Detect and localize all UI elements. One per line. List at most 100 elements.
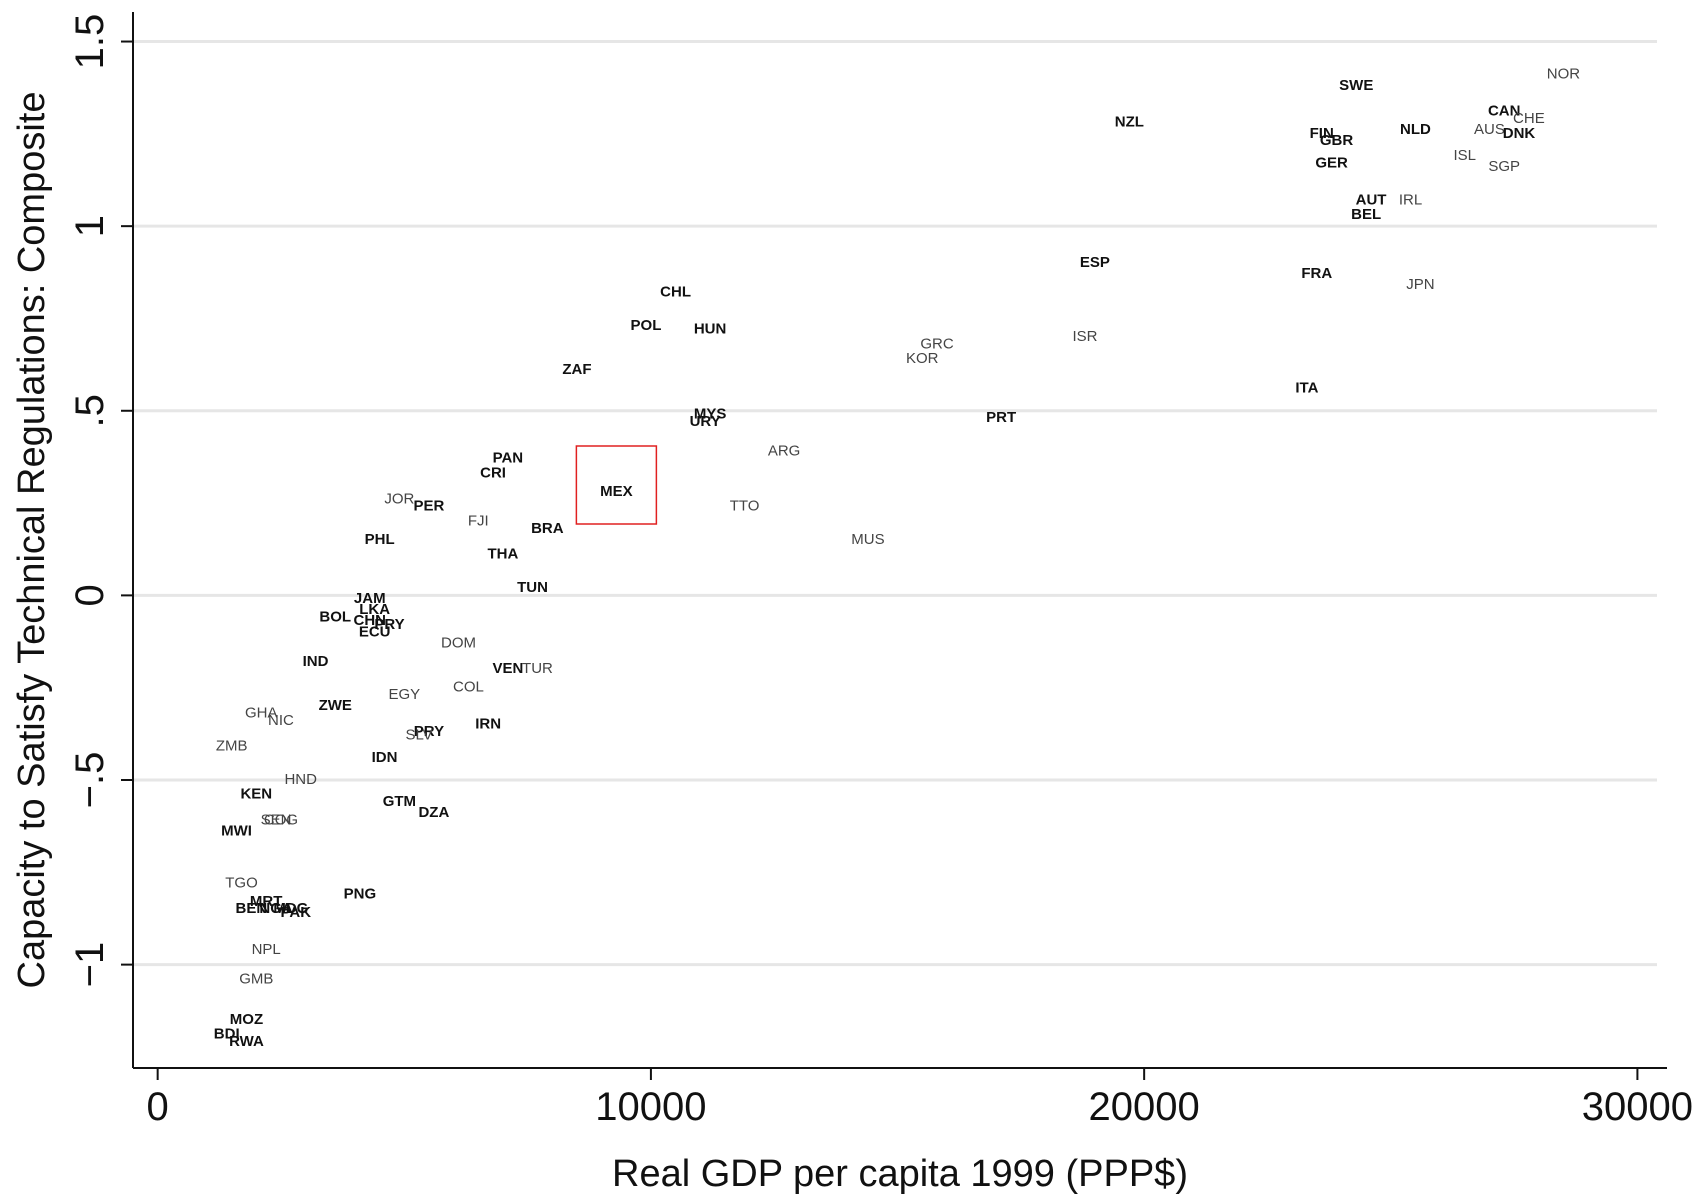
point-label-nld: NLD [1400,121,1431,138]
point-label-per: PER [414,498,445,515]
point-label-gtm: GTM [383,793,416,810]
point-label-ecu: ECU [359,623,391,640]
y-tick-label: −1 [68,942,112,988]
point-label-egy: EGY [388,686,420,703]
point-label-tha: THA [488,546,519,563]
point-label-ind: IND [303,653,329,670]
point-label-bra: BRA [531,520,564,537]
point-label-dom: DOM [441,634,476,651]
point-label-chl: CHL [660,284,691,301]
point-label-isr: ISR [1072,328,1097,345]
point-label-bdi: BDI [214,1026,240,1043]
point-label-tun: TUN [517,579,548,596]
point-label-gha: GHA [245,705,278,722]
point-label-kor: KOR [906,350,939,367]
point-label-zmb: ZMB [216,738,248,755]
point-label-mus: MUS [851,531,884,548]
point-label-pry: PRY [374,616,404,633]
point-label-idn: IDN [372,749,398,766]
point-label-hun: HUN [694,321,727,338]
point-label-swe: SWE [1339,77,1373,94]
point-label-jpn: JPN [1406,276,1434,293]
point-label-bol: BOL [319,609,351,626]
point-label-tto: TTO [730,498,760,515]
point-label-png: PNG [344,885,377,902]
point-label-pan: PAN [493,450,524,467]
point-label-mex: MEX [600,483,633,500]
point-label-phl: PHL [365,531,395,548]
point-label-fji: FJI [468,513,489,530]
x-axis-title: Real GDP per capita 1999 (PPP$) [612,1153,1188,1195]
point-label-col: COL [453,679,484,696]
point-label-pol: POL [631,317,662,334]
point-label-gmb: GMB [239,970,273,987]
point-label-ger: GER [1315,154,1348,171]
point-label-hnd: HND [284,771,317,788]
point-label-fra: FRA [1301,265,1332,282]
point-label-jam: JAM [354,590,386,607]
point-label-ben: BEN [236,900,268,917]
point-label-npl: NPL [252,941,281,958]
point-label-rwa: RWA [229,1033,264,1050]
point-label-mwi: MWI [221,823,252,840]
y-tick-label: .5 [68,394,112,427]
point-label-sen: SEN [261,812,292,829]
y-tick-label: 1 [68,215,112,237]
point-label-sgp: SGP [1488,158,1520,175]
point-label-ita: ITA [1295,380,1318,397]
point-label-chn: CHN [354,612,387,629]
point-label-irl: IRL [1399,191,1422,208]
point-label-slv: SLV [405,727,432,744]
point-label-cri: CRI [480,465,506,482]
point-label-nga: NGA [259,900,293,917]
point-label-arg: ARG [768,442,801,459]
point-label-mdg: MDG [273,900,308,917]
point-label-nor: NOR [1547,66,1581,83]
point-label-nzl: NZL [1115,114,1144,131]
point-label-aut: AUT [1356,191,1387,208]
point-label-esp: ESP [1080,254,1110,271]
point-label-zwe: ZWE [319,697,352,714]
point-label-gbr: GBR [1320,132,1354,149]
x-axis-ticks: 0 10000 20000 30000 [147,1068,1693,1129]
x-tick-label: 0 [147,1085,169,1129]
point-label-che: CHE [1513,110,1545,127]
point-label-prt: PRT [986,409,1016,426]
point-label-jor: JOR [384,490,414,507]
point-label-dza: DZA [418,804,449,821]
x-tick-label: 10000 [595,1085,706,1129]
point-label-pak: PAK [280,904,311,921]
point-label-cog: COG [264,812,298,829]
highlight-box [575,445,658,525]
point-label-grc: GRC [920,335,954,352]
y-tick-label: 1.5 [68,14,112,70]
point-label-bel: BEL [1351,206,1381,223]
point-label-zaf: ZAF [562,361,591,378]
point-label-ury: URY [690,413,721,430]
point-label-pry: PRY [414,723,444,740]
point-label-ven: VEN [492,660,523,677]
point-label-can: CAN [1488,103,1521,120]
point-label-irn: IRN [475,716,501,733]
y-tick-label: −.5 [68,752,112,809]
point-label-isl: ISL [1454,147,1477,164]
y-tick-label: 0 [68,584,112,606]
gridlines [133,40,1657,967]
point-label-dnk: DNK [1503,125,1536,142]
x-tick-label: 30000 [1582,1085,1693,1129]
point-label-tur: TUR [522,660,553,677]
point-label-moz: MOZ [230,1011,263,1028]
point-label-nic: NIC [268,712,294,729]
point-label-tgo: TGO [225,874,258,891]
axes [132,12,1667,1069]
point-label-ken: KEN [240,786,272,803]
y-axis-title: Capacity to Satisfy Technical Regulation… [11,92,53,989]
point-label-mys: MYS [694,405,727,422]
x-tick-label: 20000 [1089,1085,1200,1129]
point-label-lka: LKA [359,601,390,618]
point-label-mrt: MRT [250,893,283,910]
point-label-aus: AUS [1474,121,1505,138]
y-axis-ticks: −1 −.5 0 .5 1 1.5 [68,14,133,988]
